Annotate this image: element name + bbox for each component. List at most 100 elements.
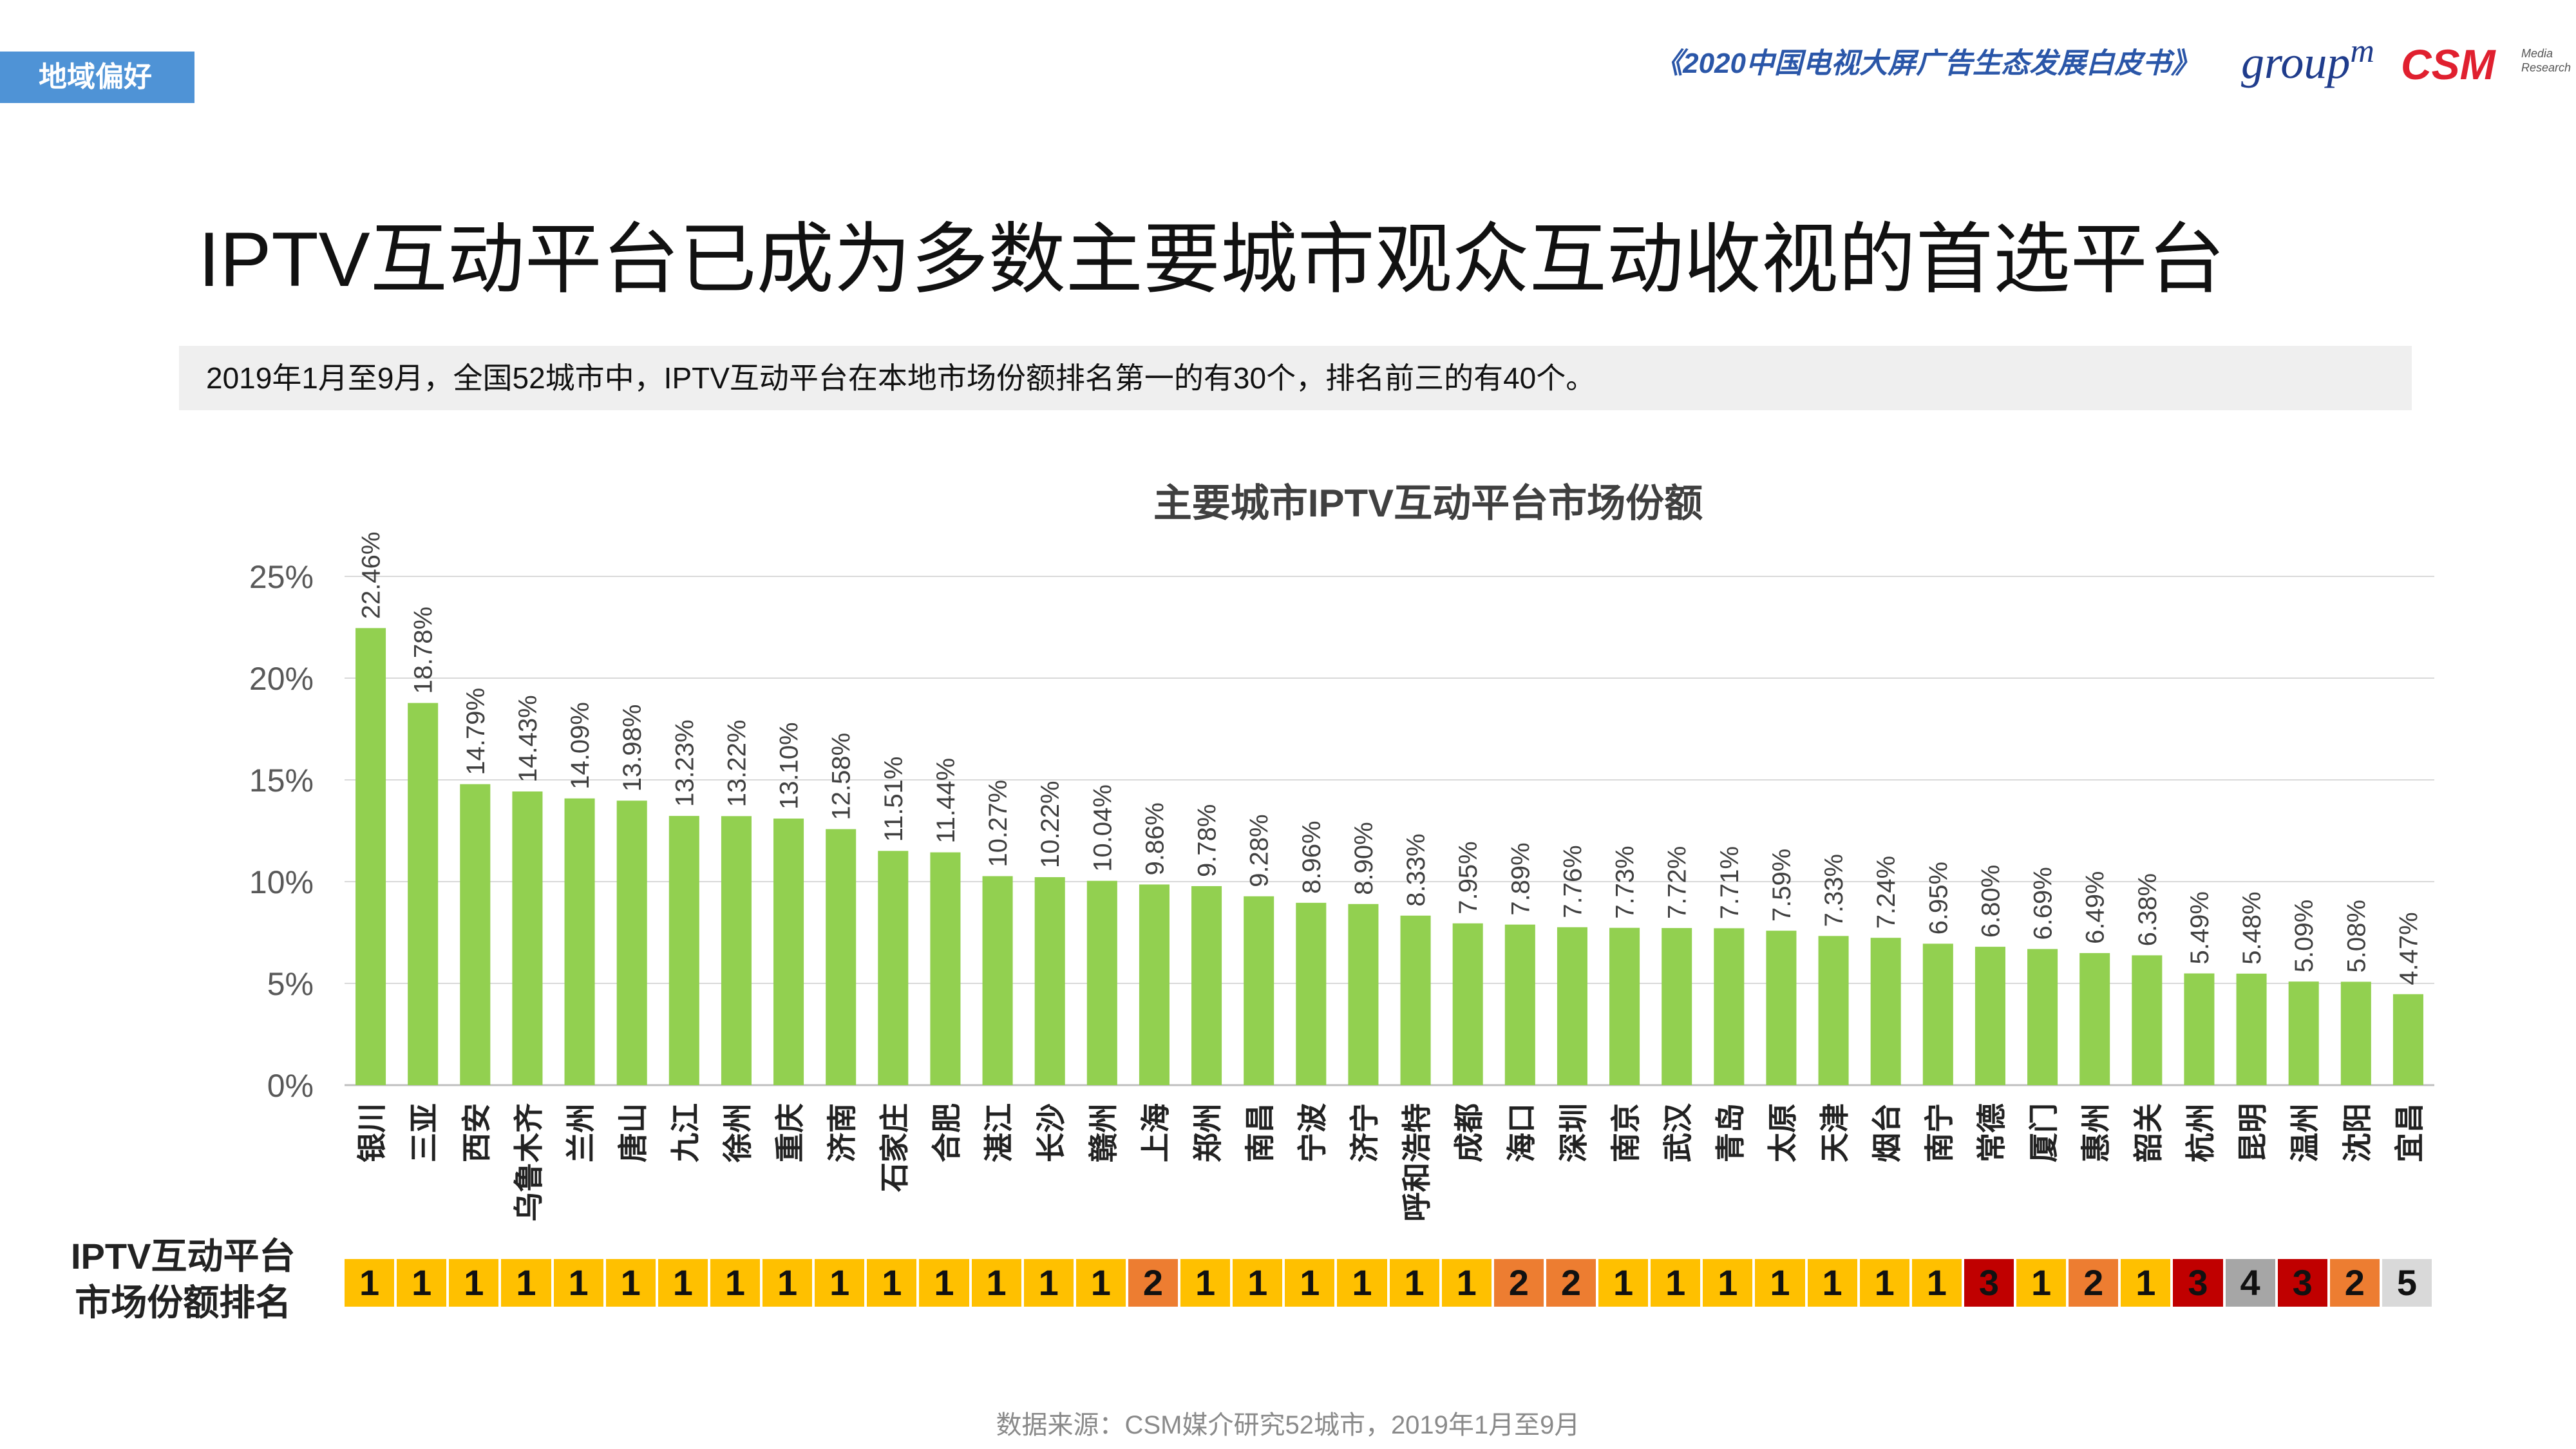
bar <box>826 829 857 1085</box>
x-tick-label: 厦门 <box>2027 1103 2061 1162</box>
data-label: 14.09% <box>566 702 594 790</box>
x-tick-label: 唐山 <box>616 1103 650 1162</box>
bar <box>1766 931 1797 1085</box>
y-tick-label: 15% <box>249 762 314 799</box>
bar <box>2027 949 2058 1085</box>
rank-row-label-line2: 市场份额排名 <box>75 1282 292 1323</box>
data-label: 7.95% <box>1454 841 1482 914</box>
data-label: 6.95% <box>1924 862 1953 934</box>
report-title: 《2020中国电视大屏广告生态发展白皮书》 <box>1654 48 2199 79</box>
x-tick-label: 重庆 <box>773 1103 808 1162</box>
bar <box>721 816 752 1085</box>
data-label: 6.38% <box>2134 873 2162 946</box>
x-tick-label: 常德 <box>1974 1103 2009 1162</box>
bar <box>1034 877 1065 1085</box>
y-tick-label: 0% <box>267 1068 314 1104</box>
bar <box>1244 896 1274 1085</box>
bar <box>564 798 595 1085</box>
x-tick-label: 海口 <box>1504 1103 1539 1162</box>
data-label: 6.49% <box>2081 871 2110 943</box>
csm-logo: CSM <box>2401 41 2496 88</box>
bar <box>1504 924 1535 1085</box>
bar <box>1086 880 1117 1085</box>
x-tick-label: 长沙 <box>1034 1103 1068 1162</box>
x-tick-label: 天津 <box>1817 1103 1852 1162</box>
y-tick-label: 25% <box>249 559 314 595</box>
rank-row-label: IPTV互动平台 市场份额排名 <box>71 1233 295 1326</box>
data-label: 12.58% <box>828 733 856 820</box>
bar <box>2340 981 2371 1085</box>
bar <box>1348 904 1379 1085</box>
x-tick-label: 九江 <box>668 1103 703 1162</box>
groupm-logo: groupm <box>2241 32 2374 90</box>
bar <box>616 800 647 1085</box>
data-label: 6.80% <box>1976 865 2005 938</box>
bar <box>2184 973 2215 1085</box>
bar <box>1139 884 1170 1085</box>
summary-banner: 2019年1月至9月，全国52城市中，IPTV互动平台在本地市场份额排名第一的有… <box>179 346 2412 410</box>
x-tick-label: 南昌 <box>1243 1103 1278 1162</box>
groupm-logo-sup: m <box>2350 33 2374 70</box>
data-label: 9.78% <box>1193 804 1222 877</box>
bar <box>2132 955 2163 1085</box>
data-label: 9.28% <box>1245 814 1274 887</box>
x-tick-label: 三亚 <box>407 1103 442 1162</box>
x-tick-label: 宜昌 <box>2392 1103 2427 1162</box>
x-tick-label: 南京 <box>1609 1103 1643 1162</box>
x-tick-label: 烟台 <box>1870 1103 1904 1162</box>
data-label: 13.98% <box>618 705 647 792</box>
data-label: 8.33% <box>1402 833 1430 906</box>
data-label: 5.08% <box>2342 900 2371 972</box>
bar <box>2079 952 2110 1085</box>
data-label: 22.46% <box>357 532 386 620</box>
data-label: 10.04% <box>1088 784 1117 872</box>
bar <box>930 852 961 1085</box>
rank-row-label-line1: IPTV互动平台 <box>71 1236 296 1276</box>
data-label: 10.27% <box>984 780 1012 867</box>
y-tick-label: 10% <box>249 864 314 900</box>
bar <box>982 876 1013 1085</box>
bar <box>878 851 909 1085</box>
data-label: 11.44% <box>932 758 960 844</box>
page-title: IPTV互动平台已成为多数主要城市观众互动收视的首选平台 <box>198 216 2225 303</box>
x-tick-label: 赣州 <box>1086 1103 1121 1162</box>
data-source-note: 数据来源：CSM媒介研究52城市，2019年1月至9月 <box>996 1411 1580 1439</box>
bar <box>512 791 543 1085</box>
x-tick-label: 湛江 <box>981 1103 1016 1162</box>
data-label: 6.69% <box>2029 867 2058 940</box>
data-label: 13.23% <box>670 719 699 807</box>
x-tick-label: 郑州 <box>1191 1103 1226 1162</box>
data-label: 7.89% <box>1506 842 1535 915</box>
chart-title: 主要城市IPTV互动平台市场份额 <box>1153 482 1703 525</box>
csm-logo-sub-line2: Research <box>2521 61 2571 74</box>
data-label: 5.09% <box>2290 900 2318 972</box>
x-tick-label: 西安 <box>459 1103 494 1162</box>
bar <box>1975 947 2005 1085</box>
bar <box>2288 981 2319 1085</box>
data-label: 13.10% <box>775 722 804 810</box>
bar <box>460 784 491 1085</box>
groupm-logo-text: group <box>2241 37 2351 88</box>
x-tick-label: 南宁 <box>1922 1103 1956 1162</box>
x-tick-label: 武汉 <box>1661 1103 1696 1162</box>
data-label: 4.47% <box>2394 912 2423 985</box>
x-tick-label: 温州 <box>2287 1103 2322 1162</box>
data-label: 11.51% <box>880 757 908 842</box>
section-tag: 地域偏好 <box>0 52 194 103</box>
x-tick-label: 深圳 <box>1556 1103 1591 1162</box>
data-label: 7.24% <box>1872 856 1900 929</box>
csm-logo-sub-line1: Media <box>2521 47 2553 60</box>
data-label: 7.33% <box>1820 854 1848 927</box>
x-tick-label: 上海 <box>1138 1103 1173 1162</box>
data-label: 7.71% <box>1716 846 1744 919</box>
x-tick-label: 乌鲁木齐 <box>511 1103 546 1222</box>
bar <box>1296 902 1327 1085</box>
x-tick-label: 沈阳 <box>2340 1103 2374 1162</box>
data-label: 5.49% <box>2186 891 2214 964</box>
x-tick-label: 杭州 <box>2183 1103 2218 1162</box>
data-label: 13.22% <box>723 720 751 808</box>
bar <box>2392 994 2423 1085</box>
x-tick-label: 济南 <box>825 1103 860 1162</box>
bar <box>1400 915 1431 1085</box>
data-label: 8.90% <box>1350 822 1378 895</box>
